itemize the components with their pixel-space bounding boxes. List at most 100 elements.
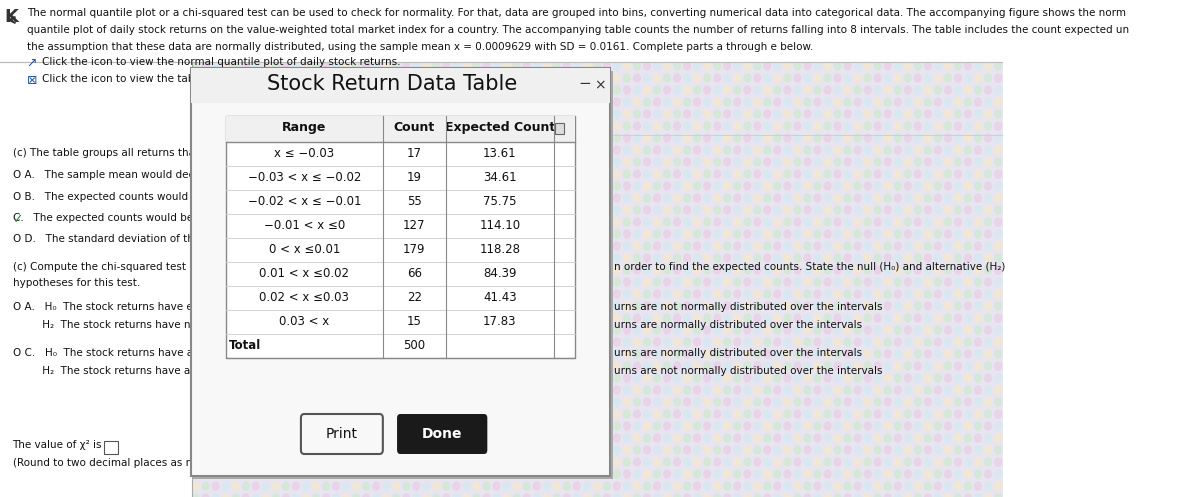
Circle shape — [894, 314, 901, 322]
Circle shape — [12, 422, 18, 430]
Circle shape — [203, 38, 209, 46]
Circle shape — [965, 230, 971, 238]
Circle shape — [965, 38, 971, 46]
Circle shape — [924, 434, 931, 442]
Circle shape — [242, 410, 250, 418]
Circle shape — [503, 350, 510, 358]
Circle shape — [553, 254, 560, 262]
Circle shape — [894, 110, 901, 118]
Circle shape — [875, 458, 881, 466]
Circle shape — [484, 170, 490, 178]
Circle shape — [42, 482, 48, 490]
Circle shape — [282, 134, 289, 142]
Circle shape — [854, 314, 860, 322]
Circle shape — [182, 482, 188, 490]
Circle shape — [954, 314, 961, 322]
Circle shape — [82, 146, 89, 154]
Circle shape — [102, 410, 109, 418]
Circle shape — [774, 170, 781, 178]
Circle shape — [162, 326, 169, 334]
Circle shape — [362, 38, 370, 46]
Circle shape — [634, 386, 641, 394]
Circle shape — [182, 26, 188, 34]
Circle shape — [52, 350, 59, 358]
Circle shape — [935, 290, 941, 298]
Circle shape — [454, 170, 460, 178]
Circle shape — [935, 374, 941, 382]
Text: H₂  The stock returns have a p: H₂ The stock returns have a p — [12, 366, 199, 376]
Circle shape — [784, 182, 791, 190]
Circle shape — [624, 62, 630, 70]
Circle shape — [72, 494, 78, 497]
Circle shape — [52, 386, 59, 394]
Circle shape — [182, 290, 188, 298]
Circle shape — [233, 254, 239, 262]
Circle shape — [1, 302, 8, 310]
Circle shape — [383, 398, 390, 406]
Circle shape — [553, 434, 560, 442]
Circle shape — [263, 50, 269, 58]
Circle shape — [403, 374, 409, 382]
Circle shape — [293, 398, 299, 406]
Circle shape — [814, 182, 821, 190]
Circle shape — [212, 14, 220, 22]
Circle shape — [343, 254, 349, 262]
Circle shape — [132, 302, 139, 310]
Circle shape — [624, 194, 630, 202]
Circle shape — [122, 290, 128, 298]
Circle shape — [42, 230, 48, 238]
Circle shape — [203, 266, 209, 274]
Circle shape — [203, 98, 209, 106]
Circle shape — [413, 434, 420, 442]
Bar — [0, 0, 1003, 62]
Circle shape — [724, 350, 731, 358]
Circle shape — [82, 374, 89, 382]
Circle shape — [704, 410, 710, 418]
Circle shape — [734, 350, 740, 358]
Circle shape — [824, 326, 830, 334]
Circle shape — [583, 14, 590, 22]
Circle shape — [643, 266, 650, 274]
Circle shape — [152, 494, 158, 497]
Circle shape — [544, 146, 550, 154]
Circle shape — [724, 458, 731, 466]
Circle shape — [704, 338, 710, 346]
Circle shape — [905, 218, 911, 226]
Circle shape — [102, 206, 109, 214]
Circle shape — [484, 398, 490, 406]
Circle shape — [914, 386, 922, 394]
Circle shape — [413, 38, 420, 46]
Circle shape — [82, 422, 89, 430]
Circle shape — [794, 266, 800, 274]
Text: 13.61: 13.61 — [484, 147, 517, 160]
Circle shape — [864, 290, 871, 298]
Circle shape — [192, 230, 199, 238]
Text: Print: Print — [326, 427, 358, 441]
Circle shape — [82, 14, 89, 22]
Circle shape — [1, 194, 8, 202]
Circle shape — [22, 446, 29, 454]
Circle shape — [784, 278, 791, 286]
Circle shape — [192, 254, 199, 262]
Circle shape — [72, 86, 78, 94]
Circle shape — [613, 254, 620, 262]
Circle shape — [905, 2, 911, 10]
Circle shape — [864, 338, 871, 346]
Circle shape — [884, 494, 892, 497]
Circle shape — [514, 110, 520, 118]
Circle shape — [102, 158, 109, 166]
Circle shape — [544, 122, 550, 130]
Circle shape — [583, 230, 590, 238]
Circle shape — [995, 38, 1002, 46]
Circle shape — [734, 494, 740, 497]
Circle shape — [192, 326, 199, 334]
Circle shape — [293, 74, 299, 82]
Circle shape — [643, 494, 650, 497]
Circle shape — [914, 458, 922, 466]
Circle shape — [704, 86, 710, 94]
Circle shape — [935, 386, 941, 394]
Circle shape — [12, 446, 18, 454]
Circle shape — [52, 326, 59, 334]
Circle shape — [834, 350, 841, 358]
Circle shape — [72, 314, 78, 322]
